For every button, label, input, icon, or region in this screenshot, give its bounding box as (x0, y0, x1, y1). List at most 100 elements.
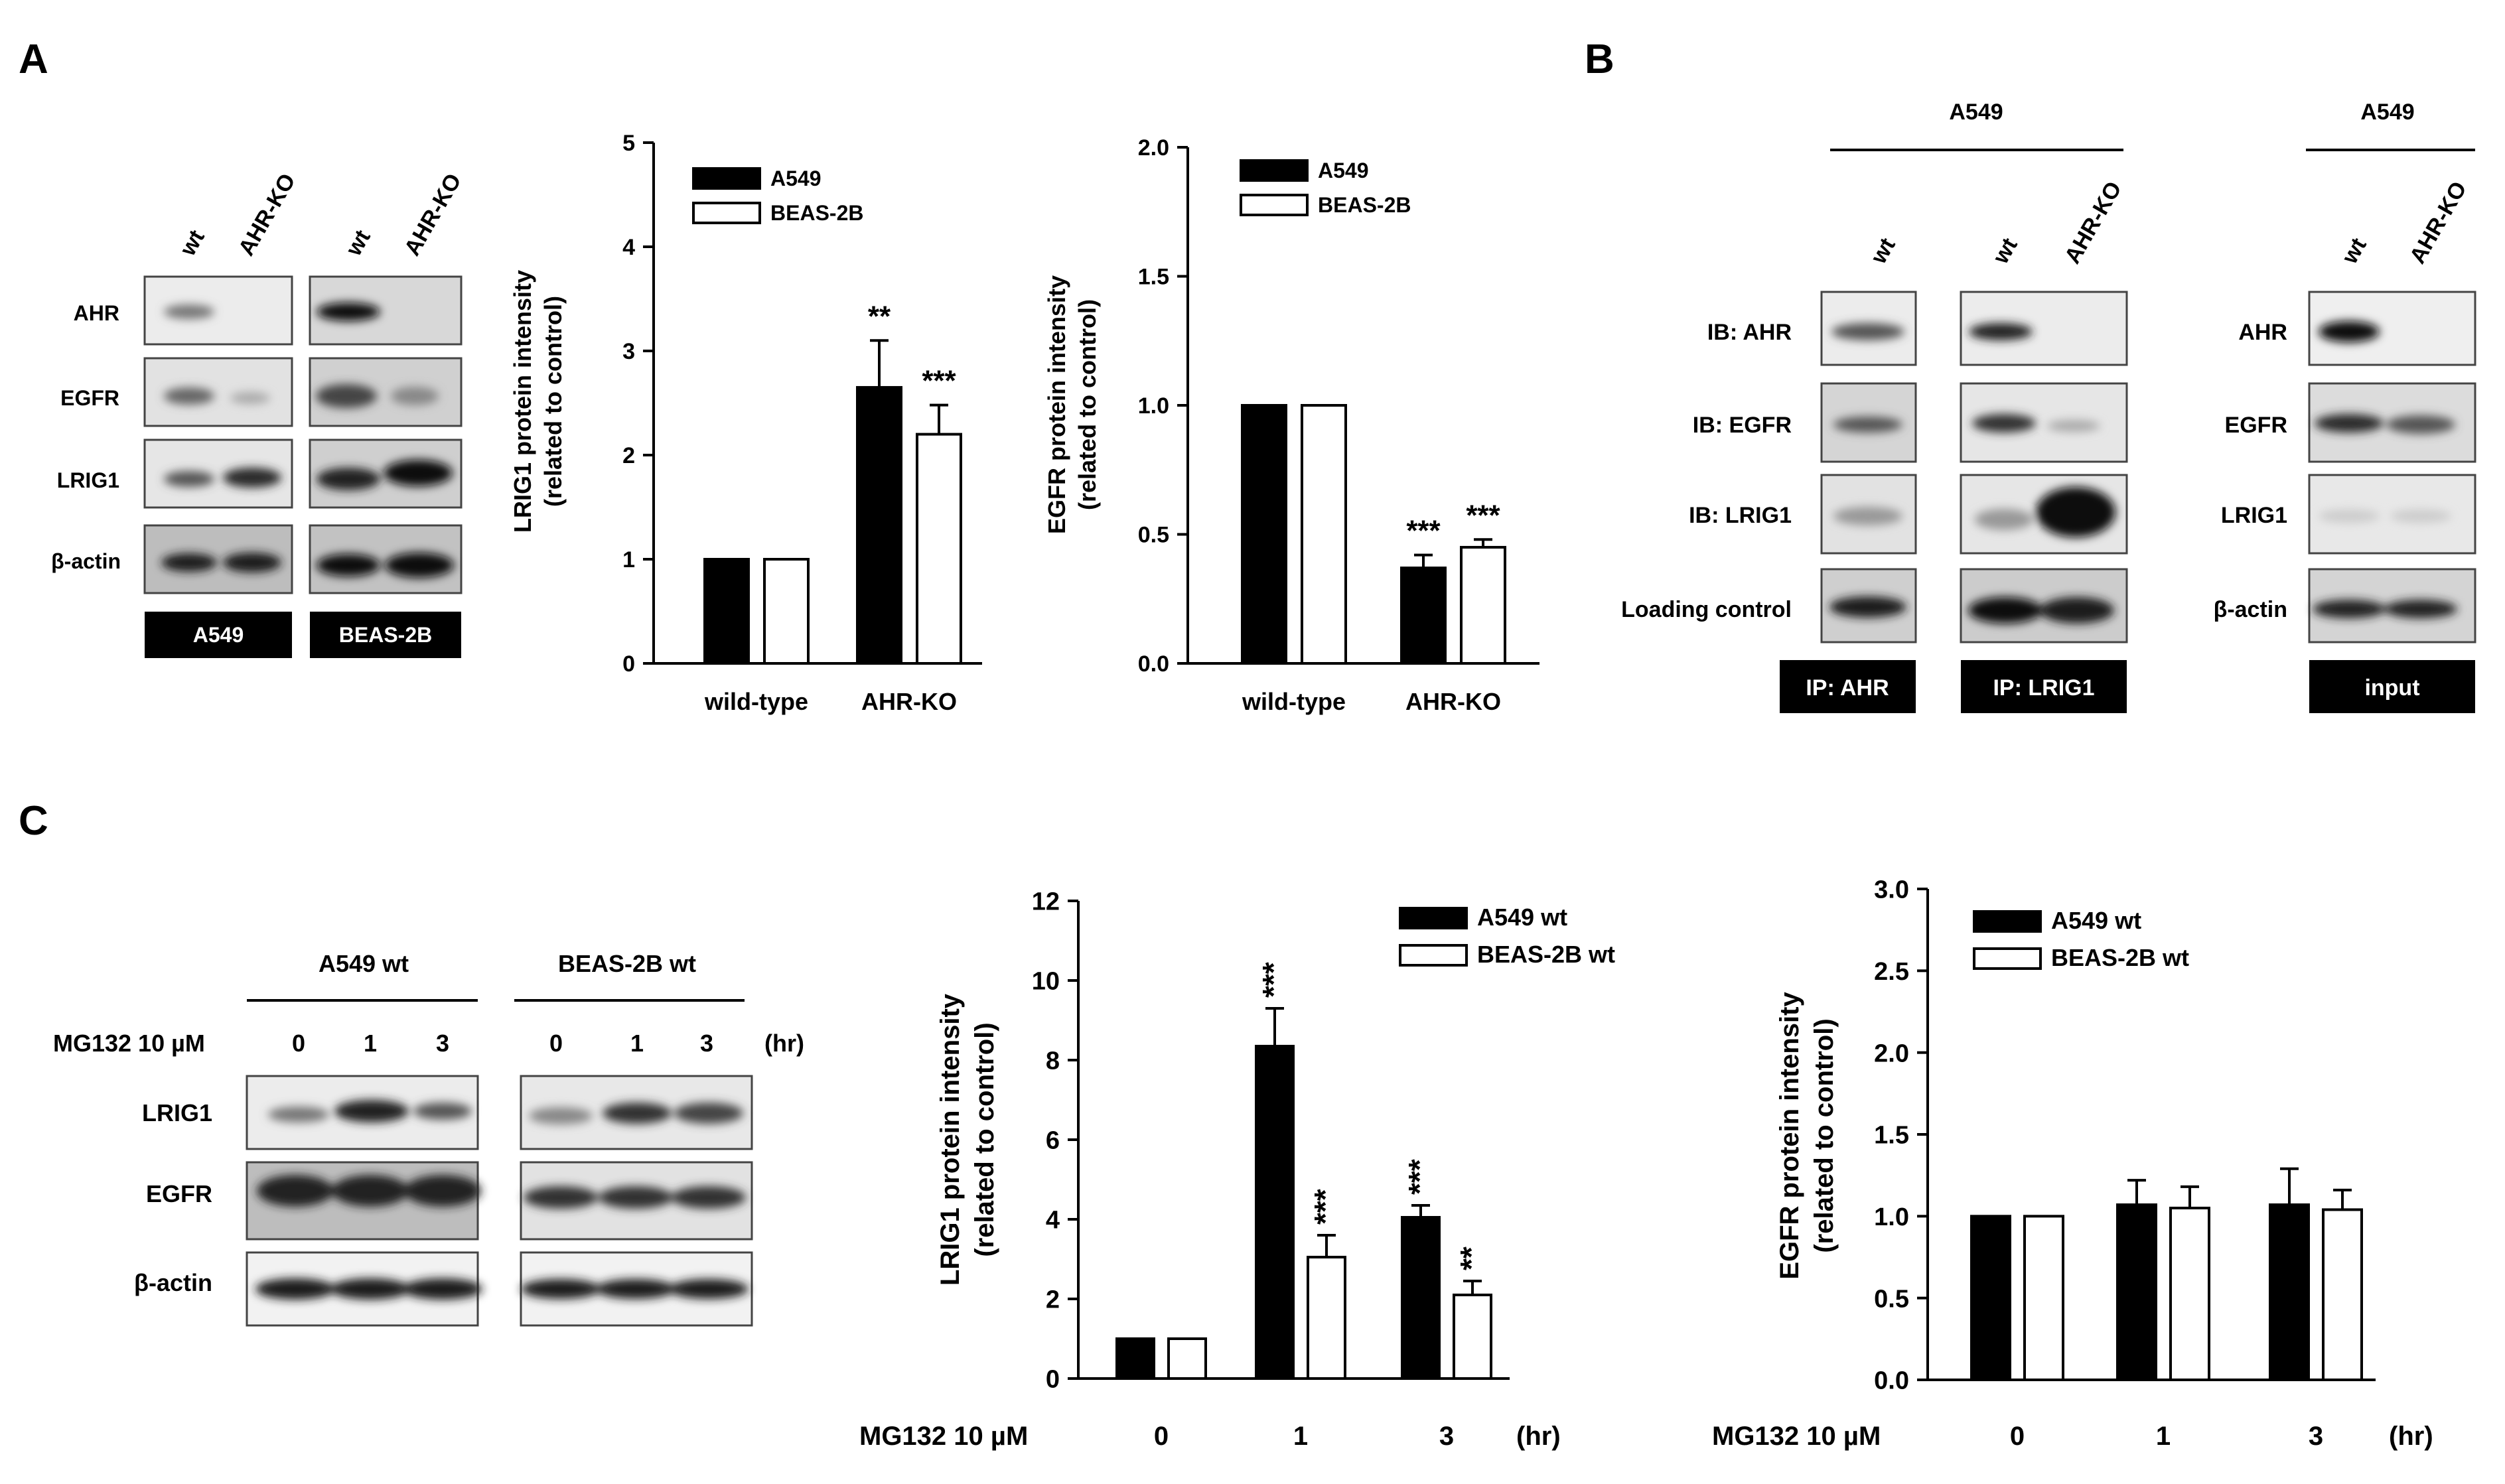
legend-label: BEAS-2B (1318, 193, 1411, 217)
bar (1255, 1045, 1295, 1380)
time-label: 0 (549, 1030, 563, 1057)
legend-label: BEAS-2B wt (2051, 944, 2189, 971)
bar (703, 558, 750, 665)
cell-line-label-beas: BEAS-2B (339, 623, 432, 647)
panel-letter-a: A (19, 36, 48, 82)
bar (1970, 1215, 2011, 1382)
x-tick-label: AHR-KO (1405, 688, 1501, 715)
row-label-input-egfr: EGFR (2225, 413, 2287, 438)
row-label-ib-egfr: IB: EGFR (1693, 413, 1792, 438)
significance-label: ** (1454, 1247, 1488, 1270)
legend-label: BEAS-2B wt (1477, 941, 1615, 968)
row-label-c-lrig1: LRIG1 (142, 1099, 212, 1126)
time-label: 1 (630, 1030, 644, 1057)
chart-c-egfr: 0.0 0.5 1.0 1.5 2.0 2.5 3.0 EGFR protein intens… (1712, 876, 2433, 1451)
bar (1453, 1294, 1492, 1380)
y-tick-label: 4 (1046, 1207, 1060, 1235)
y-tick-label: 0.5 (1874, 1285, 1909, 1313)
bar (1301, 404, 1347, 665)
legend-swatch (692, 167, 761, 190)
legend-swatch (1973, 910, 2042, 933)
ip-label-box (1780, 660, 1916, 713)
row-label-input-beta-actin: β-actin (2214, 597, 2287, 622)
y-axis-label: (related to control) (970, 1022, 999, 1256)
y-tick-label: 0 (1046, 1366, 1060, 1394)
y-tick-label: 3 (622, 339, 635, 364)
legend-swatch (1973, 947, 2042, 970)
significance-label: *** (1256, 962, 1291, 998)
header-a549-ip: A549 (1949, 100, 2003, 125)
bar (2322, 1208, 2363, 1381)
x-tick-label: 0 (1154, 1422, 1169, 1451)
cell-line-label-box (145, 612, 292, 658)
time-label: 0 (292, 1030, 305, 1057)
row-label-egfr: EGFR (60, 386, 119, 410)
significance-label: ** (868, 300, 891, 332)
row-label-beta-actin: β-actin (51, 549, 121, 573)
significance-label: *** (1466, 499, 1500, 531)
time-label: 3 (436, 1030, 449, 1057)
bar (1460, 545, 1506, 665)
y-tick-label: 1 (622, 547, 635, 573)
significance-label: *** (922, 365, 956, 397)
x-tick-label: wild-type (704, 688, 808, 715)
bar (916, 433, 962, 665)
bar (1241, 404, 1287, 665)
lane-label-beas-ahrko: AHR-KO (399, 169, 466, 260)
group-label-beas-wt: BEAS-2B wt (558, 950, 696, 977)
bar (1400, 567, 1447, 665)
x-axis-prefix: MG132 10 µM (1712, 1422, 1881, 1451)
y-axis-label: LRIG1 protein intensity (936, 993, 965, 1286)
row-label-loading-control: Loading control (1621, 597, 1792, 622)
lane-label-a549-ahrko: AHR-KO (234, 169, 301, 260)
significance-label: *** (1402, 1159, 1437, 1195)
y-tick-label: 12 (1032, 888, 1060, 916)
cell-line-label-box (310, 612, 461, 658)
legend-swatch (692, 202, 761, 224)
y-tick-label: 8 (1046, 1047, 1060, 1075)
y-tick-label: 0.0 (1874, 1367, 1909, 1395)
bar (1115, 1337, 1155, 1380)
bar (1307, 1256, 1346, 1380)
lane-label-iplrig1-wt: wt (1988, 234, 2023, 269)
time-label: 1 (364, 1030, 377, 1057)
panel-letter-c: C (19, 798, 48, 844)
x-tick-label: 1 (1293, 1422, 1308, 1451)
bar (1167, 1337, 1207, 1380)
y-axis-label: (related to control) (1074, 299, 1101, 510)
row-label-lrig1: LRIG1 (57, 468, 119, 492)
header-a549-input: A549 (2360, 100, 2414, 125)
legend-label: A549 wt (1477, 904, 1567, 931)
y-tick-label: 1.0 (1874, 1203, 1909, 1231)
y-tick-label: 2.0 (1138, 135, 1169, 161)
x-axis-unit: (hr) (2389, 1422, 2433, 1451)
ip-label-box (2309, 660, 2475, 713)
row-label-input-lrig1: LRIG1 (2221, 503, 2287, 528)
bar (1401, 1216, 1441, 1380)
y-tick-label: 2 (1046, 1286, 1060, 1314)
y-tick-label: 0 (622, 651, 635, 677)
legend-label: A549 wt (2051, 907, 2141, 934)
lane-label-a549-wt: wt (175, 226, 210, 261)
x-tick-label: 3 (2309, 1422, 2323, 1451)
lane-label-input-ahrko: AHR-KO (2405, 177, 2472, 268)
chart-a-lrig1: 0 1 2 3 4 5 LRIG1 protein intensity (related to… (509, 131, 982, 715)
row-label-ib-lrig1: IB: LRIG1 (1689, 503, 1792, 528)
y-tick-label: 1.0 (1138, 393, 1169, 419)
bar (2169, 1207, 2210, 1381)
time-label: 3 (700, 1030, 713, 1057)
y-tick-label: 10 (1032, 968, 1060, 996)
legend-swatch (1240, 159, 1309, 182)
blot-panel-c: A549 wt BEAS-2B wt MG132 10 µM 0 1 3 0 1… (53, 950, 804, 1327)
lane-label-ipahr-wt: wt (1866, 234, 1900, 269)
legend-swatch (1399, 907, 1468, 929)
row-label-c-egfr: EGFR (146, 1180, 212, 1207)
legend-label: A549 (770, 167, 822, 190)
y-tick-label: 0.0 (1138, 651, 1169, 677)
panel-letter-b: B (1585, 36, 1614, 82)
ip-label-lrig1: IP: LRIG1 (1993, 675, 2094, 701)
row-label-c-beta-actin: β-actin (134, 1269, 212, 1296)
y-tick-label: 4 (622, 235, 635, 260)
